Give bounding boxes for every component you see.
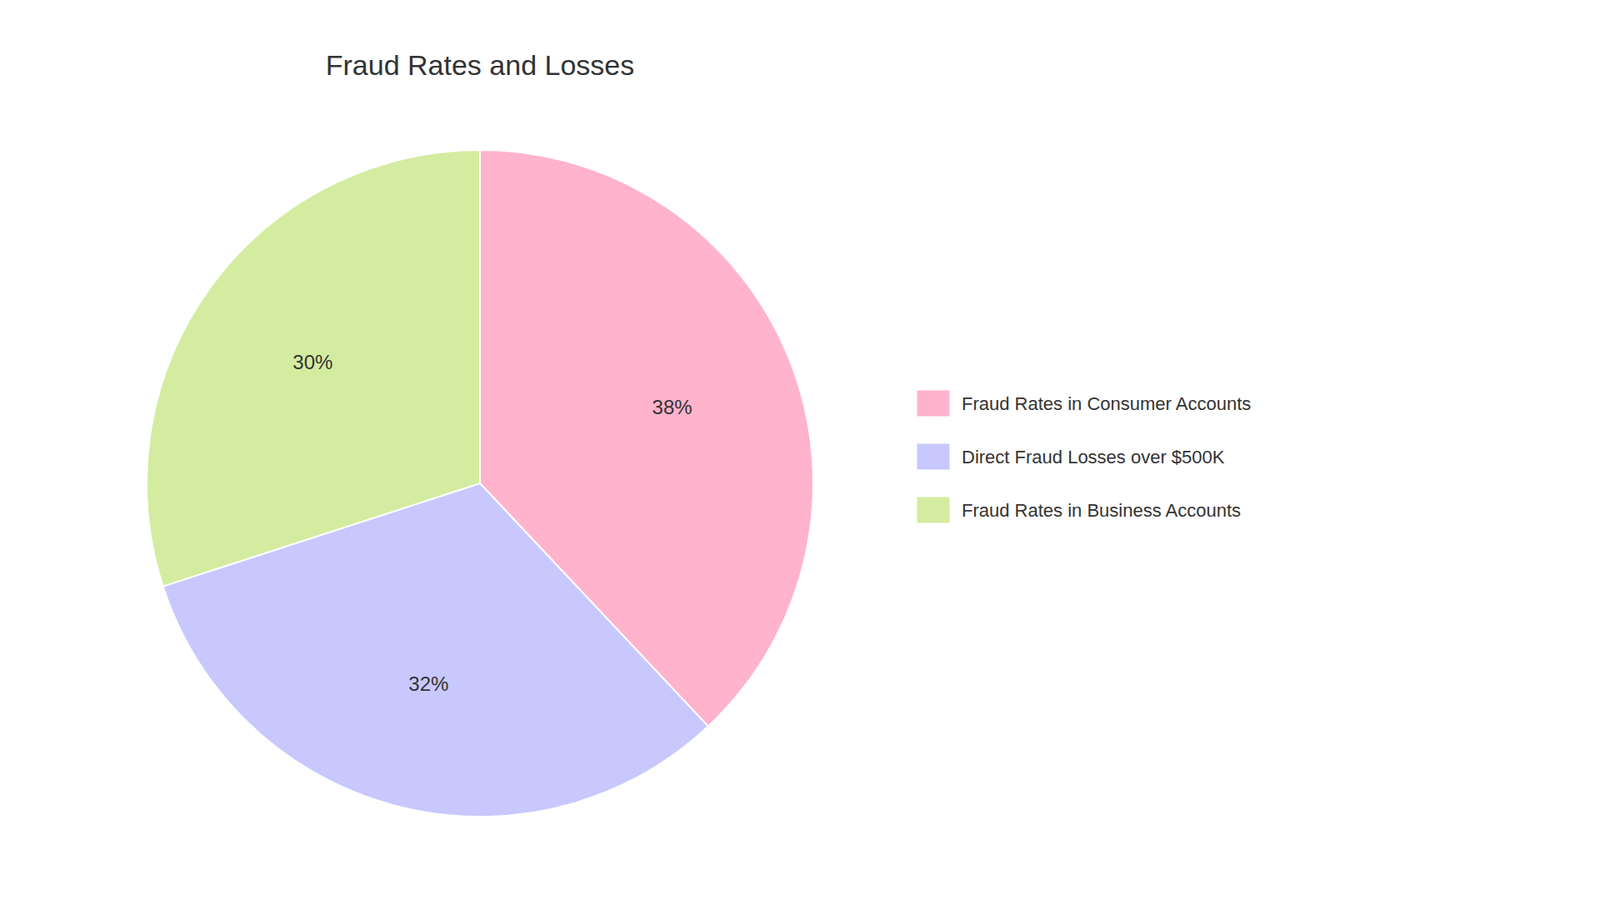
legend-swatch <box>916 390 950 417</box>
data-labels: 38% 32% 30% <box>292 350 692 695</box>
legend-item: Direct Fraud Losses over $500K <box>916 443 1225 470</box>
chart-root: Fraud Rates and Losses 38% 32% 30% Fraud Rat… <box>0 0 1600 900</box>
legend-swatch <box>916 443 950 470</box>
legend-label: Fraud Rates in Consumer Accounts <box>961 393 1251 415</box>
pie <box>146 150 814 817</box>
legend: Fraud Rates in Consumer Accounts Direct F… <box>916 390 1251 524</box>
data-label: 38% <box>652 395 693 419</box>
pie-slice <box>146 150 480 587</box>
legend-label: Fraud Rates in Business Accounts <box>961 500 1241 521</box>
legend-item: Fraud Rates in Business Accounts <box>916 496 1241 524</box>
chart-title: Fraud Rates and Losses <box>325 49 635 81</box>
legend-swatch <box>916 496 950 524</box>
legend-label: Direct Fraud Losses over $500K <box>961 446 1225 468</box>
legend-item: Fraud Rates in Consumer Accounts <box>916 390 1251 417</box>
data-label: 30% <box>292 350 333 374</box>
data-label: 32% <box>408 672 449 695</box>
